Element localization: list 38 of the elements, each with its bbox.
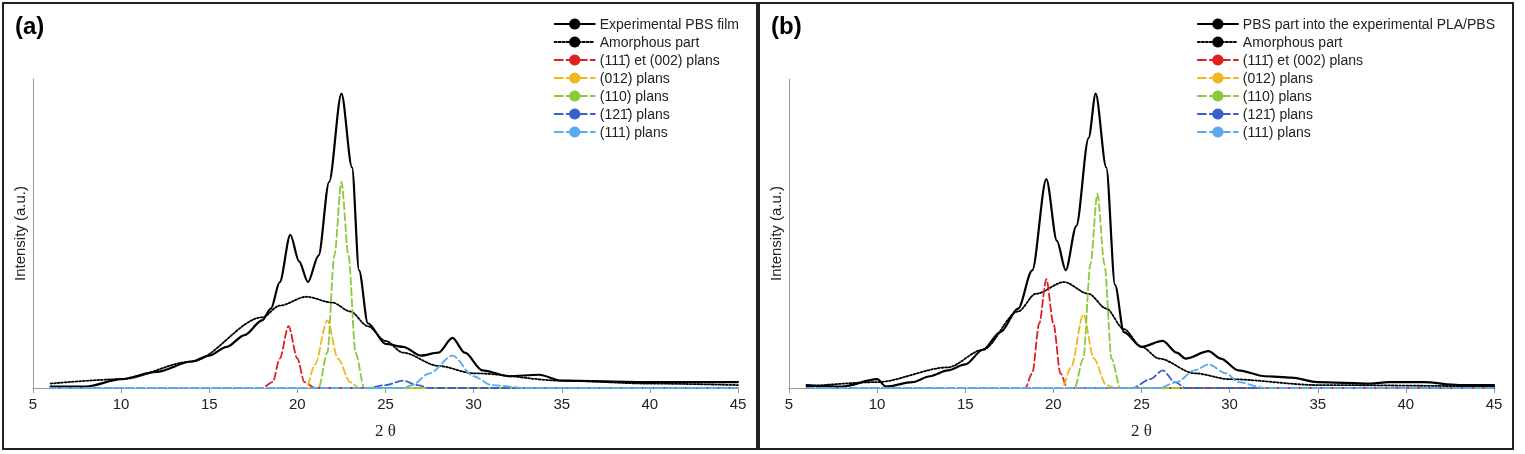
- x-tick-label: 25: [1133, 395, 1150, 412]
- x-tick-label: 40: [641, 395, 659, 412]
- legend-label: (111) plans: [599, 124, 668, 140]
- legend-label: Amorphous part: [1242, 34, 1343, 50]
- x-tick-label: 15: [956, 395, 974, 412]
- legend-label: Amorphous part: [599, 34, 700, 50]
- chart-title: (a): [15, 11, 45, 39]
- x-tick-label: 35: [1309, 395, 1327, 412]
- chart-title: (b): [771, 11, 802, 39]
- x-tick-label: 5: [784, 395, 794, 412]
- x-tick-label: 30: [465, 395, 482, 412]
- y-axis-title: Intensity (a.u.): [11, 185, 28, 282]
- x-tick-label: 10: [112, 395, 130, 412]
- legend-label: (012) plans: [1242, 70, 1313, 86]
- legend-label: Experimental PBS film: [599, 16, 740, 32]
- x-axis-title: 2 θ: [1131, 421, 1152, 440]
- legend-label: PBS part into the experimental PLA/PBS: [1242, 16, 1495, 32]
- x-tick-label: 5: [28, 395, 38, 412]
- x-tick-label: 35: [553, 395, 571, 412]
- x-tick-label: 20: [289, 395, 306, 412]
- x-tick-label: 20: [1045, 395, 1062, 412]
- legend-label: (110) plans: [1242, 88, 1312, 104]
- legend-label: (121̄) plans: [599, 106, 670, 122]
- legend-label: (012) plans: [599, 70, 670, 86]
- x-axis-title: 2 θ: [375, 421, 396, 440]
- y-axis-title: Intensity (a.u.): [767, 185, 784, 282]
- legend-label: (111) plans: [1242, 124, 1311, 140]
- x-tick-label: 30: [1221, 395, 1238, 412]
- legend-label: (111̄) et (002) plans: [1242, 52, 1363, 68]
- legend-label: (121̄) plans: [1242, 106, 1313, 122]
- x-tick-label: 25: [377, 395, 394, 412]
- x-tick-label: 40: [1397, 395, 1415, 412]
- x-tick-label: 45: [729, 395, 747, 412]
- x-tick-label: 10: [868, 395, 886, 412]
- legend-label: (110) plans: [599, 88, 669, 104]
- x-tick-label: 45: [1485, 395, 1503, 412]
- x-tick-label: 15: [200, 395, 218, 412]
- legend-label: (111̄) et (002) plans: [599, 52, 720, 68]
